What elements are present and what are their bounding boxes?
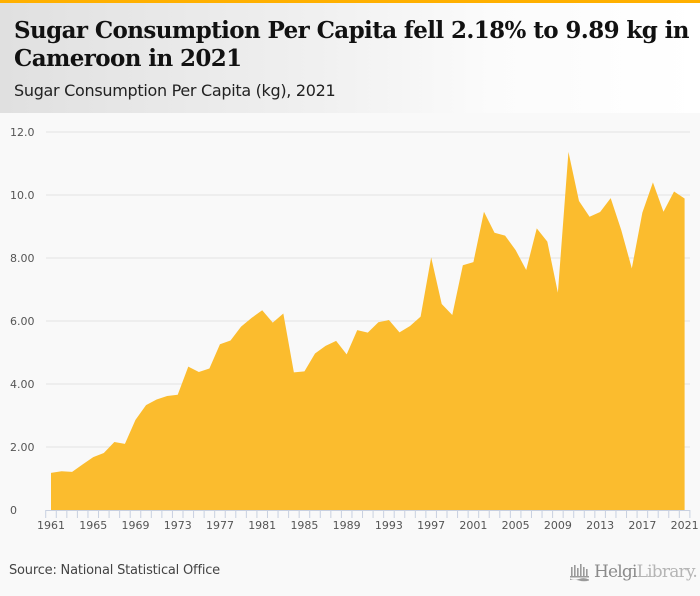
chart-container: 0 2.00 4.00 6.00 8.00 10.0 12.0 1961 1965 1969 19…	[0, 113, 700, 553]
x-tick-label: 2013	[586, 519, 614, 532]
x-tick-label: 1977	[206, 519, 234, 532]
y-tick-label: 0	[10, 504, 17, 517]
x-tick-label: 2021	[671, 519, 699, 532]
y-tick-label: 8.00	[10, 252, 35, 265]
area-fill	[51, 151, 685, 510]
x-tick-label: 1969	[121, 519, 149, 532]
helgi-library-logo[interactable]: Helgi Library.	[569, 560, 698, 584]
x-tick-label: 2009	[544, 519, 572, 532]
x-tick-label: 1981	[248, 519, 276, 532]
x-tick-label: 1993	[375, 519, 403, 532]
logo-text-primary: Helgi	[594, 562, 637, 582]
chart-subtitle: Sugar Consumption Per Capita (kg), 2021	[14, 81, 336, 100]
x-tick-label: 1997	[417, 519, 445, 532]
source-note: Source: National Statistical Office	[9, 563, 220, 578]
y-tick-label: 10.0	[10, 189, 35, 202]
page-title: Sugar Consumption Per Capita fell 2.18% …	[14, 17, 690, 72]
logo-text-secondary: Library.	[636, 562, 698, 582]
x-tick-label: 1965	[79, 519, 107, 532]
library-building-icon	[570, 564, 589, 582]
y-tick-label: 6.00	[10, 315, 35, 328]
x-tick-label: 2005	[502, 519, 530, 532]
x-axis: 1961 1965 1969 1973 1977 1981 1985 1989 1993 1997…	[37, 510, 699, 532]
y-tick-label: 4.00	[10, 378, 35, 391]
x-tick-label: 2001	[459, 519, 487, 532]
y-tick-label: 2.00	[10, 441, 35, 454]
accent-bar	[0, 0, 700, 3]
area-series	[50, 151, 685, 510]
x-tick-label: 1961	[37, 519, 65, 532]
x-tick-label: 1985	[290, 519, 318, 532]
x-tick-label: 1989	[333, 519, 361, 532]
y-tick-label: 12.0	[10, 126, 35, 139]
y-axis-labels: 0 2.00 4.00 6.00 8.00 10.0 12.0	[10, 126, 35, 517]
x-tick-label: 2017	[628, 519, 656, 532]
x-tick-label: 1973	[164, 519, 192, 532]
header: Sugar Consumption Per Capita fell 2.18% …	[0, 3, 700, 113]
